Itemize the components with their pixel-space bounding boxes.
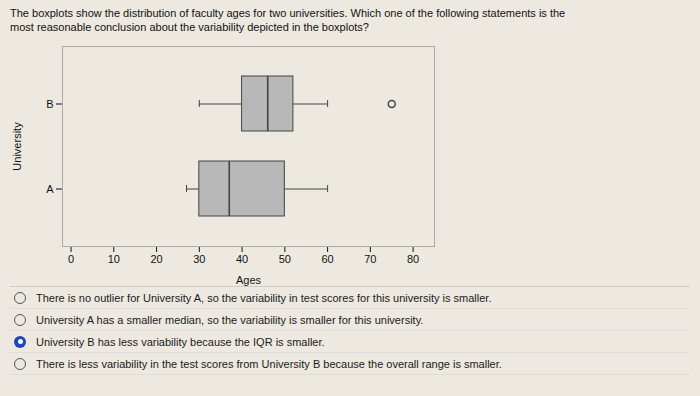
html-text:There is no outlier for Univer: There is no outlier for University A, so… <box>36 291 492 304</box>
svg-text:University: University <box>11 122 23 171</box>
svg-text:30: 30 <box>193 253 205 265</box>
svg-text:Ages: Ages <box>236 274 262 286</box>
svg-text:B: B <box>46 98 53 110</box>
html-text:University A has a smaller med: University A has a smaller median, so th… <box>36 313 424 326</box>
svg-text:0: 0 <box>68 253 74 265</box>
svg-text:20: 20 <box>150 253 162 265</box>
html-text:There is less variability in t: There is less variability in the test sc… <box>36 357 502 370</box>
svg-text:80: 80 <box>407 253 419 265</box>
html-text:The boxplots show the distribu: The boxplots show the distribution of fa… <box>10 7 566 19</box>
svg-text:50: 50 <box>279 253 291 265</box>
html-text:University B has less variabil: University B has less variability becaus… <box>36 335 325 348</box>
svg-text:10: 10 <box>108 253 120 265</box>
svg-text:70: 70 <box>364 253 376 265</box>
html-text:most reasonable conclusion abo: most reasonable conclusion about the var… <box>10 21 369 33</box>
svg-text:40: 40 <box>236 253 248 265</box>
svg-text:A: A <box>46 183 54 195</box>
svg-text:60: 60 <box>321 253 333 265</box>
